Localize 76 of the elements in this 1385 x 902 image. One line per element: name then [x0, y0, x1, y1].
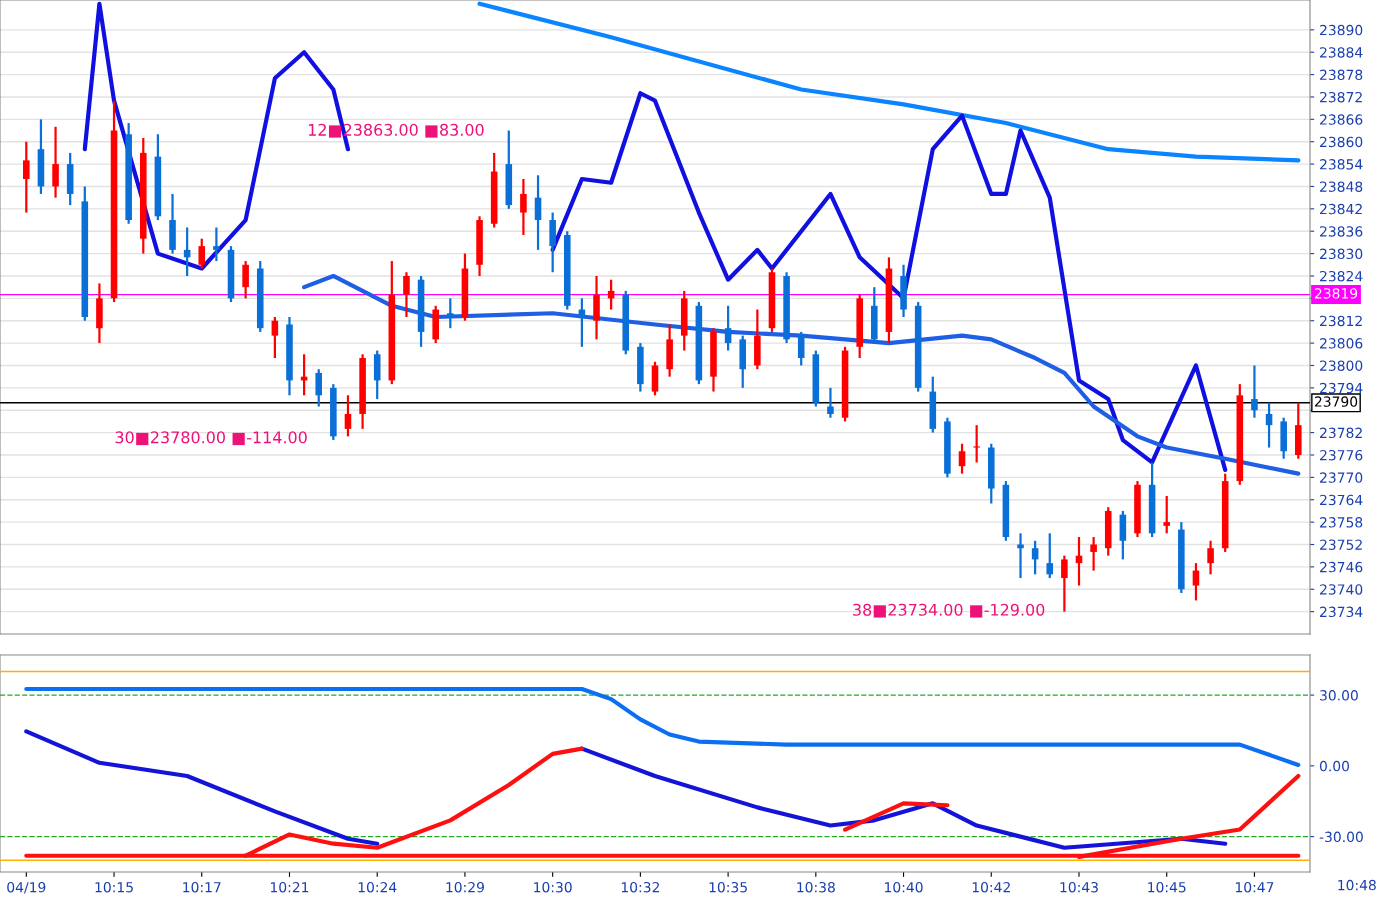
y-tick-label: 23824	[1320, 270, 1363, 282]
annotation: 38■23734.00 ■-129.00	[853, 603, 1045, 618]
x-tick-label: 10:35	[709, 881, 747, 893]
y-tick-label: 23878	[1320, 69, 1363, 81]
annotation: 30■23780.00 ■-114.00	[115, 431, 307, 446]
candlestick	[973, 424, 980, 464]
candlestick	[520, 177, 527, 237]
x-tick-label: 10:17	[183, 881, 221, 893]
y-tick-label: 23836	[1320, 226, 1363, 237]
y-tick-label: 23776	[1320, 449, 1363, 461]
x-tick-label: 10:42	[972, 881, 1010, 893]
y-tick-label: 23830	[1320, 248, 1363, 260]
y-tick-label: 23812	[1320, 315, 1362, 327]
candlestick	[534, 174, 542, 251]
y-tick-label: 23758	[1320, 517, 1363, 528]
x-tick-label: 10:30	[534, 881, 572, 893]
ref-line-label: 23790	[1314, 396, 1358, 407]
x-tick-label: 10:48	[1338, 879, 1376, 891]
y-tick-label: 23866	[1320, 114, 1363, 125]
x-tick-label: 10:45	[1148, 881, 1186, 893]
y-tick-label: 23806	[1320, 338, 1363, 349]
candlestick	[344, 394, 352, 438]
candlestick	[315, 368, 323, 408]
line-series	[24, 686, 1301, 768]
candlestick	[827, 386, 834, 419]
y-tick-label: 23770	[1320, 472, 1363, 483]
line-series	[24, 729, 380, 846]
y-tick-label: -30.00	[1319, 831, 1363, 843]
candlestick	[52, 125, 59, 199]
y-tick-label: 23746	[1320, 561, 1363, 573]
y-tick-label: 23740	[1320, 584, 1363, 595]
candlestick	[271, 315, 279, 360]
y-tick-label: 23752	[1320, 539, 1362, 550]
candlestick	[1090, 535, 1097, 572]
x-tick-label: 10:21	[271, 881, 309, 893]
x-tick-label: 10:24	[358, 881, 397, 893]
y-tick-label: 23842	[1320, 203, 1362, 215]
line-series	[550, 91, 1228, 472]
x-tick-label: 10:15	[95, 881, 133, 893]
y-tick-label: 23890	[1320, 24, 1363, 36]
y-tick-label: 23872	[1320, 91, 1362, 103]
candlestick	[242, 259, 249, 300]
y-tick-label: 23782	[1320, 427, 1362, 439]
candlestick	[1251, 364, 1258, 419]
candlestick	[403, 271, 410, 319]
y-tick-label: 30.00	[1320, 690, 1358, 701]
x-tick-label: 10:38	[797, 881, 835, 893]
candlestick	[1207, 539, 1214, 576]
candlestick	[1061, 554, 1068, 613]
candlestick	[1017, 532, 1024, 580]
y-tick-label: 23884	[1320, 47, 1363, 58]
candlestick	[958, 442, 966, 475]
y-tick-label: 23800	[1320, 360, 1363, 371]
x-tick-label: 04/19	[7, 881, 46, 894]
candlestick	[797, 330, 805, 367]
y-tick-label: 23734	[1320, 606, 1363, 618]
candlestick	[1163, 494, 1171, 535]
candlestick	[213, 226, 220, 263]
candlestick	[23, 140, 30, 214]
y-tick-label: 0.00	[1319, 760, 1350, 772]
candlestick	[447, 297, 454, 330]
y-tick-label: 23848	[1320, 181, 1363, 192]
x-tick-label: 10:32	[621, 881, 659, 893]
x-tick-label: 10:43	[1060, 881, 1098, 893]
ref-line-label: 23819	[1314, 288, 1358, 299]
y-tick-label: 23764	[1320, 494, 1363, 506]
y-tick-label: 23854	[1320, 159, 1363, 170]
y-tick-label: 23860	[1320, 136, 1363, 148]
candlestick	[1046, 532, 1054, 580]
y-tick-label: 23794	[1320, 382, 1363, 394]
candlestick	[198, 237, 206, 270]
x-tick-label: 10:29	[446, 881, 484, 893]
candlestick	[1192, 562, 1200, 602]
x-tick-label: 10:47	[1235, 881, 1274, 893]
candlestick	[724, 304, 732, 352]
x-tick-label: 10:40	[885, 881, 923, 893]
